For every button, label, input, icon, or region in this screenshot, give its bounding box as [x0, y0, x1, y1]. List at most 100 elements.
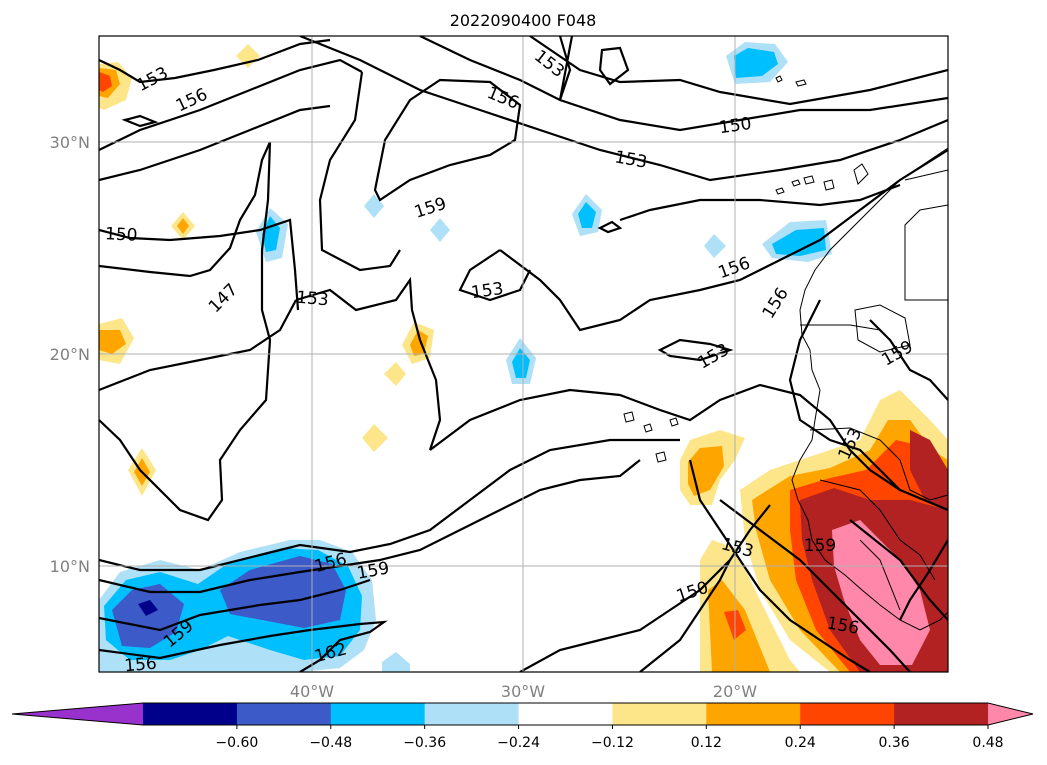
lon-label-40w: 40°W: [290, 682, 334, 701]
coast-africa: [791, 147, 948, 631]
colorbar-tick-label: 0.36: [879, 735, 910, 751]
contour-8: [99, 141, 272, 522]
fill-cold-sw-max: [138, 600, 158, 616]
colorbar-swatch: [706, 703, 801, 725]
contour-9: [295, 276, 442, 451]
contour-32: [558, 36, 574, 101]
contour-1: [99, 38, 331, 84]
island-azores: [775, 75, 783, 83]
fill-cold-spot-4c: [578, 202, 596, 228]
colorbar-swatch: [236, 703, 332, 725]
colorbar-swatch: [518, 703, 613, 725]
contour-17: [639, 559, 731, 672]
colorbar-extend-low: [12, 703, 143, 725]
contour-22: [419, 36, 948, 132]
colorbar-swatch: [424, 703, 520, 725]
contour-14: [99, 620, 388, 672]
contour-label: 153: [295, 288, 329, 311]
contour-lines: [99, 36, 948, 672]
island-canary-3: [803, 175, 815, 185]
fill-cold-spot-6c: [772, 228, 826, 256]
contour-4: [318, 71, 401, 272]
contour-15: [429, 383, 948, 512]
contour-26: [657, 338, 734, 362]
contour-label: 156: [124, 654, 158, 677]
contour-label: 153: [470, 279, 505, 303]
island-canary-1: [775, 187, 785, 195]
colorbar: −0.60 −0.48 −0.36 −0.24 −0.12 0.12 0.24 0.36 0.4…: [11, 702, 1034, 751]
anomaly-fills: [99, 42, 948, 672]
contour-5: [99, 218, 300, 311]
lon-label-30w: 30°W: [501, 682, 545, 701]
contour-30: [788, 299, 901, 491]
lon-label-20w: 20°W: [713, 682, 757, 701]
island-small-1: [795, 79, 807, 87]
contour-29: [597, 220, 623, 234]
island-canary-4: [823, 179, 835, 191]
contour-27: [598, 46, 630, 86]
fill-warm-spot-5: [362, 424, 388, 452]
fill-warm-africa-max: [832, 520, 930, 665]
contour-3: [99, 104, 331, 182]
fill-cold-spot-5: [704, 234, 726, 258]
contour-16: [519, 504, 771, 672]
colorbar-tick-label: 0.24: [785, 735, 816, 751]
coast-border-4: [859, 539, 901, 611]
colorbar-tick-label: 0.12: [691, 735, 722, 751]
contour-7: [99, 299, 297, 392]
colorbar-tick-label: −0.48: [309, 735, 352, 751]
colorbar-swatch: [894, 703, 989, 725]
contour-25: [619, 183, 901, 222]
coast-border-1: [854, 304, 911, 353]
lat-label-10n: 10°N: [50, 557, 90, 576]
contour-6: [99, 141, 272, 278]
fill-cold-spot-3: [430, 218, 450, 242]
island-canary-2: [791, 179, 801, 187]
coast-westafrica: [800, 324, 881, 331]
island-cv-1: [623, 411, 635, 423]
contour-label: 150: [718, 114, 753, 138]
colorbar-outline: [11, 702, 1034, 726]
map-title: 2022090400 F048: [450, 11, 597, 30]
contour-23: [499, 149, 948, 332]
contour-12: [99, 459, 641, 594]
lat-label-30n: 30°N: [50, 133, 90, 152]
fill-warm-spot-3c: [99, 330, 126, 354]
fill-warm-africa-ne: [910, 430, 948, 510]
colorbar-swatch: [330, 703, 426, 725]
colorbar-tick-label: 0.48: [972, 735, 1003, 751]
contour-10: [373, 78, 522, 202]
contour-19: [719, 499, 911, 672]
contour-34: [899, 539, 948, 621]
contour-21: [299, 36, 948, 182]
island-cv-4: [669, 417, 679, 427]
contour-18: [688, 459, 871, 672]
gridlines: [99, 36, 948, 672]
contour-11: [99, 438, 680, 572]
coast-border-3: [819, 479, 936, 581]
fill-warm-spot-2c: [177, 218, 189, 234]
map-area: 153 156 153 156 153 150 150 159 147 153 …: [99, 36, 948, 677]
colorbar-tick-label: −0.60: [215, 735, 258, 751]
colorbar-extend-high: [988, 703, 1033, 725]
coast-border-5: [904, 169, 948, 181]
coast-border-2: [809, 427, 948, 501]
island-cv-3: [655, 451, 667, 463]
coastlines: [623, 75, 948, 631]
coast-africa-inner: [904, 204, 948, 301]
fill-cold-sw-strong2: [220, 556, 346, 628]
contour-2: [99, 58, 363, 151]
fill-warm-nw-core2: [99, 72, 112, 92]
fill-cold-sw-strong: [112, 584, 184, 648]
fill-cold-spot-7c: [512, 348, 530, 378]
contour-33: [849, 519, 948, 621]
contour-label: 159: [804, 536, 836, 556]
island-canary-5: [853, 163, 869, 185]
contour-13: [99, 578, 371, 632]
colorbar-tick-label: −0.12: [591, 735, 634, 751]
fill-cold-nne-c: [734, 48, 778, 78]
lat-label-20n: 20°N: [50, 345, 90, 364]
contour-label: 150: [105, 224, 138, 246]
map-frame: [98, 35, 949, 673]
